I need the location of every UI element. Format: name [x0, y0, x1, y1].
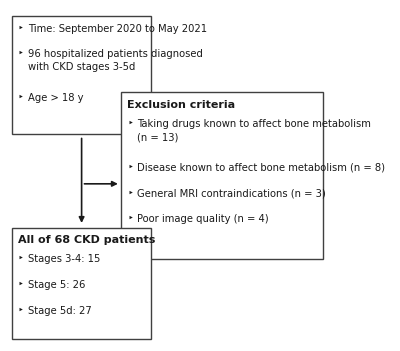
Text: Disease known to affect bone metabolism (n = 8): Disease known to affect bone metabolism … — [137, 163, 385, 173]
Text: 96 hospitalized patients diagnosed
with CKD stages 3-5d: 96 hospitalized patients diagnosed with … — [28, 49, 203, 72]
Text: ‣: ‣ — [127, 119, 133, 128]
Text: ‣: ‣ — [18, 280, 24, 289]
Text: Taking drugs known to affect bone metabolism
(n = 13): Taking drugs known to affect bone metabo… — [137, 119, 371, 142]
Text: All of 68 CKD patients: All of 68 CKD patients — [18, 235, 155, 245]
Text: ‣: ‣ — [18, 254, 24, 263]
Bar — [12, 227, 151, 338]
Bar — [12, 16, 151, 134]
Text: Stages 3-4: 15: Stages 3-4: 15 — [28, 254, 100, 264]
Text: ‣: ‣ — [18, 306, 24, 314]
Text: Stage 5: 26: Stage 5: 26 — [28, 280, 85, 290]
Text: Time: September 2020 to May 2021: Time: September 2020 to May 2021 — [28, 24, 207, 34]
Text: ‣: ‣ — [18, 49, 24, 58]
Bar — [121, 92, 324, 259]
Text: ‣: ‣ — [127, 163, 133, 172]
Text: General MRI contraindications (n = 3): General MRI contraindications (n = 3) — [137, 188, 326, 198]
Text: Poor image quality (n = 4): Poor image quality (n = 4) — [137, 214, 269, 224]
Text: Exclusion criteria: Exclusion criteria — [127, 100, 236, 110]
Text: ‣: ‣ — [18, 24, 24, 33]
Text: Stage 5d: 27: Stage 5d: 27 — [28, 306, 92, 316]
Text: ‣: ‣ — [18, 93, 24, 102]
Text: ‣: ‣ — [127, 214, 133, 223]
Text: Age > 18 y: Age > 18 y — [28, 93, 84, 103]
Text: ‣: ‣ — [127, 188, 133, 197]
